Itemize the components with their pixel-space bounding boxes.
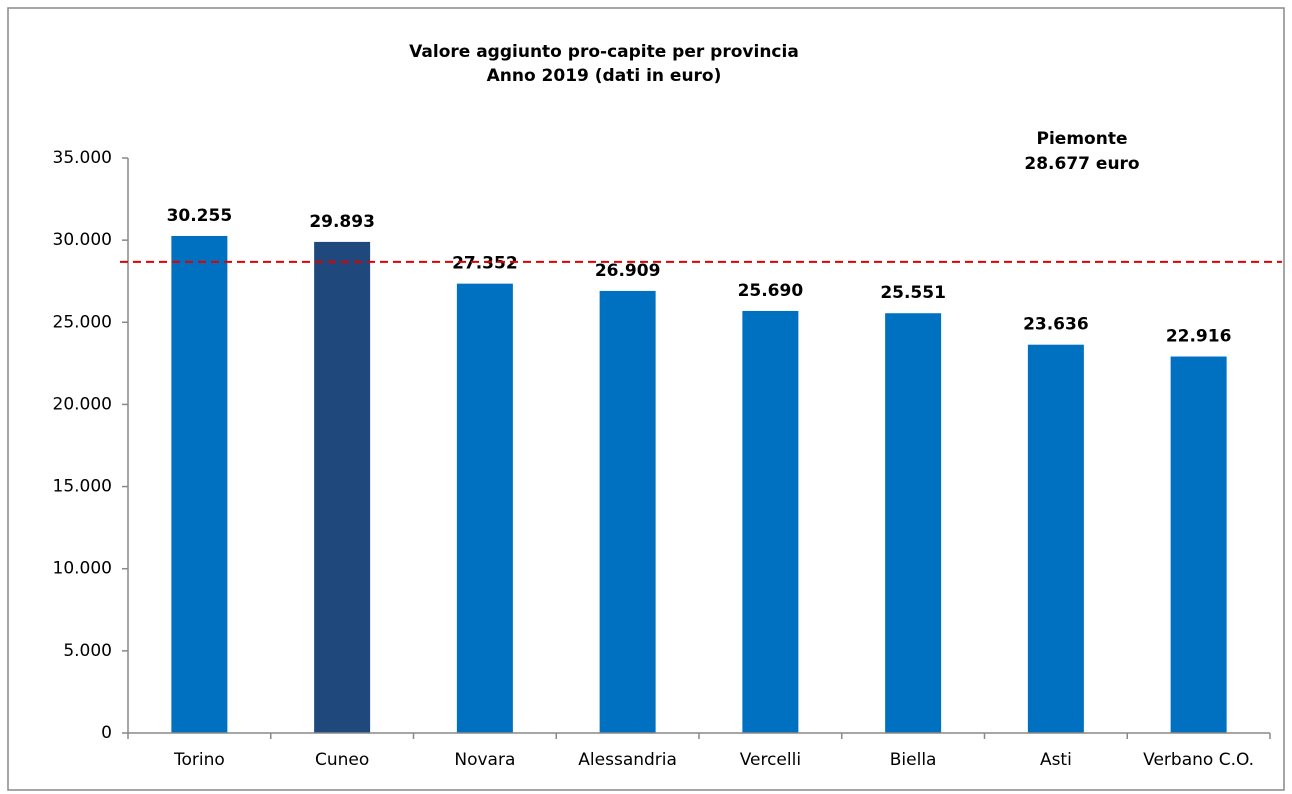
data-label: 25.690 — [738, 281, 804, 301]
chart-title: Valore aggiunto pro-capite per provincia — [409, 42, 799, 62]
x-tick-label: Alessandria — [578, 750, 677, 770]
y-tick-label: 35.000 — [53, 148, 112, 168]
bar — [456, 283, 513, 733]
y-tick-label: 25.000 — [53, 312, 112, 332]
data-label: 26.909 — [595, 261, 661, 281]
y-tick-label: 15.000 — [53, 477, 112, 497]
data-label: 25.551 — [880, 283, 946, 303]
x-tick-label: Vercelli — [740, 750, 801, 770]
bar — [171, 235, 228, 734]
y-tick-label: 10.000 — [53, 559, 112, 579]
data-label: 23.636 — [1023, 315, 1089, 335]
bar — [742, 310, 799, 733]
bar — [1170, 356, 1227, 733]
x-tick-label: Torino — [173, 750, 225, 770]
y-tick-label: 5.000 — [63, 641, 112, 661]
x-tick-label: Biella — [890, 750, 937, 770]
x-tick-label: Verbano C.O. — [1143, 750, 1254, 770]
annotation: Piemonte — [1037, 129, 1128, 149]
x-tick-label: Cuneo — [315, 750, 369, 770]
data-label: 27.352 — [452, 254, 518, 274]
x-tick-label: Novara — [454, 750, 515, 770]
data-label: 30.255 — [167, 206, 233, 226]
bar — [599, 290, 656, 733]
bar — [314, 241, 371, 734]
chart-title: Anno 2019 (dati in euro) — [487, 66, 722, 86]
data-label: 22.916 — [1166, 327, 1232, 347]
y-tick-label: 0 — [101, 723, 112, 743]
bar — [885, 313, 942, 733]
y-tick-label: 20.000 — [53, 394, 112, 414]
y-tick-label: 30.000 — [53, 230, 112, 250]
annotation: 28.677 euro — [1024, 154, 1139, 174]
data-label: 29.893 — [309, 212, 375, 232]
x-tick-label: Asti — [1040, 750, 1072, 770]
bar — [1027, 344, 1084, 733]
